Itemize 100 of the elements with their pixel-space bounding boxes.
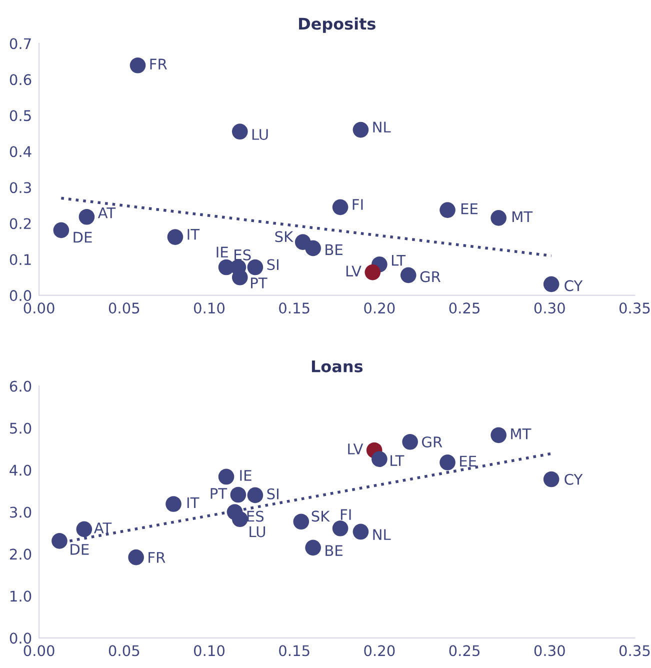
y-tick-label: 2.0 (10, 548, 32, 560)
point (78, 208, 95, 225)
y-tick-label: 0.6 (10, 74, 32, 86)
x-tick-label: 0.15 (279, 645, 310, 656)
annotation: SK (275, 231, 294, 242)
y-tick-label: 0.0 (10, 632, 32, 644)
point (490, 210, 506, 226)
point (52, 533, 68, 549)
point (332, 199, 348, 216)
annotation: LU (252, 129, 268, 140)
annotation: SI (267, 259, 278, 270)
annotation: FR (148, 552, 166, 563)
point (130, 57, 146, 74)
point (352, 524, 369, 540)
point (167, 229, 184, 245)
annotation: NL (373, 529, 391, 540)
annotation: GR (422, 436, 442, 448)
point (402, 434, 418, 450)
x-tick-label: 0.30 (534, 302, 565, 314)
annotation: AT (98, 207, 116, 218)
x-tick-label: 0.00 (24, 645, 54, 656)
point (53, 222, 70, 238)
point (232, 269, 248, 286)
point (364, 264, 381, 280)
y-tick-label: 6.0 (10, 380, 32, 392)
annotation: IE (240, 470, 252, 481)
annotation: NL (373, 122, 391, 132)
point (400, 267, 416, 284)
annotation: BE (326, 244, 342, 255)
point (128, 549, 144, 566)
point (543, 471, 560, 488)
annotation: FI (340, 509, 351, 520)
point (305, 240, 321, 256)
x-tick-label: 0.05 (108, 645, 140, 656)
point (218, 468, 234, 485)
annotation: ES (234, 249, 251, 260)
x-tick-label: 0.15 (279, 302, 310, 314)
point (372, 451, 388, 467)
annotation: CY (564, 474, 583, 485)
x-tick-label: 0.10 (194, 302, 225, 314)
y-tick-label: 0.5 (10, 110, 31, 122)
y-tick-label: 5.0 (10, 422, 32, 434)
annotation: BE (326, 545, 342, 556)
point (247, 487, 264, 504)
x-tick-label: 0.35 (619, 645, 650, 656)
annotation: LT (392, 255, 406, 266)
point (230, 486, 246, 503)
y-tick-label: 0.4 (10, 146, 32, 158)
point (232, 124, 248, 140)
point (490, 427, 506, 444)
annotation: CY (564, 280, 583, 292)
annotation: EE (461, 203, 478, 214)
y-tick-label: 0.7 (10, 38, 31, 50)
x-tick-label: 0.25 (449, 645, 480, 656)
x-tick-label: 0.10 (194, 645, 225, 656)
point (305, 540, 321, 556)
y-tick-label: 4.0 (10, 464, 32, 476)
y-tick-label: 1.0 (10, 590, 32, 602)
annotation: FR (150, 58, 167, 70)
point (352, 122, 369, 138)
annotation: LU (250, 526, 266, 538)
annotation: SI (267, 488, 278, 500)
point (166, 496, 182, 512)
annotation: FI (352, 199, 363, 210)
x-tick-label: 0.20 (364, 645, 395, 656)
chart-title: Deposits (299, 17, 376, 33)
annotation: SK (312, 510, 330, 522)
annotation: EE (460, 456, 476, 466)
x-tick-label: 0.05 (108, 302, 140, 314)
point (293, 514, 310, 530)
point (76, 521, 92, 538)
annotation: IE (216, 246, 228, 258)
annotation: DE (70, 544, 89, 555)
y-tick-label: 0.2 (10, 218, 31, 230)
annotation: GR (420, 271, 440, 282)
annotation: DE (74, 232, 92, 243)
x-tick-label: 0.20 (364, 302, 395, 314)
x-tick-label: 0.25 (449, 302, 480, 314)
point (332, 520, 348, 536)
y-tick-label: 0.1 (10, 254, 31, 266)
chart-title: Loans (312, 360, 363, 372)
annotation: LT (390, 455, 404, 466)
point (232, 511, 248, 528)
annotation: ES (247, 510, 264, 522)
annotation: LV (346, 266, 362, 276)
annotation: IT (188, 229, 200, 240)
y-tick-label: 0.0 (10, 290, 32, 302)
annotation: PT (210, 488, 228, 499)
point (543, 276, 560, 292)
point (440, 202, 456, 218)
x-tick-label: 0.30 (534, 645, 565, 656)
annotation: MT (512, 211, 533, 222)
annotation: LV (348, 444, 364, 454)
annotation: AT (94, 522, 112, 534)
annotation: MT (511, 428, 532, 440)
annotation: IT (187, 497, 200, 508)
x-tick-label: 0.00 (24, 302, 54, 314)
annotation: PT (251, 278, 268, 288)
x-tick-label: 0.35 (619, 302, 650, 314)
point (247, 259, 264, 276)
